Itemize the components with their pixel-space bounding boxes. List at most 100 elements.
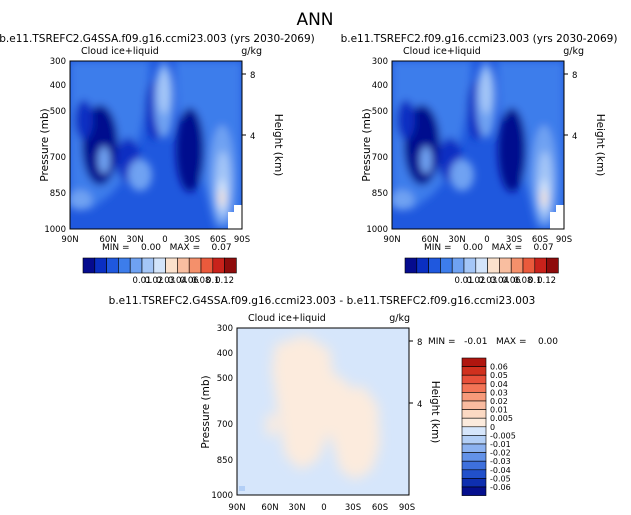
y-tick: 700 [372, 153, 388, 163]
panel-2-units: g/kg [563, 46, 584, 57]
x-tick: 60N [421, 235, 438, 245]
x-tick: 90N [61, 235, 78, 245]
colorbar-swatch [461, 478, 487, 488]
height-tick: 4 [417, 400, 422, 410]
y-tick: 400 [217, 349, 233, 359]
colorbar-swatch [141, 257, 155, 274]
panel-2-field [392, 61, 564, 229]
colorbar-level: 0.06 [502, 276, 521, 286]
colorbar-swatch [461, 357, 487, 367]
colorbar-swatch [463, 257, 477, 274]
y-tick: 850 [217, 456, 233, 466]
y-tick: 300 [372, 57, 388, 67]
colorbar-level: -0.04 [490, 466, 511, 475]
y-tick: 700 [217, 420, 233, 430]
panel-3-y-ticks: 300 400 500 700 850 1000 [211, 324, 233, 501]
panel-1-minmax: MIN = 0.00 MAX = 0.07 [102, 243, 232, 253]
colorbar-level: -0.03 [490, 457, 511, 466]
x-tick: 30N [126, 235, 143, 245]
colorbar-boxes [404, 257, 559, 274]
colorbar-level: 0.12 [537, 276, 556, 286]
panel-2-ylabel-right: Height (km) [594, 114, 606, 177]
colorbar-swatch [153, 257, 166, 274]
y-tick: 850 [50, 189, 66, 199]
colorbar-swatch [461, 383, 487, 393]
x-tick: 30N [288, 503, 305, 513]
x-tick: 30S [506, 235, 522, 245]
colorbar-level: 0.01 [490, 406, 508, 415]
height-tick: 4 [572, 132, 577, 142]
colorbar-level: -0.005 [490, 431, 516, 440]
colorbar-swatch [461, 366, 487, 376]
panel-2-title: b.e11.TSREFC2.f09.g16.ccmi23.003 (yrs 20… [341, 33, 618, 45]
y-tick: 1000 [211, 491, 233, 501]
colorbar-level: 0.04 [490, 276, 509, 286]
colorbar-level: 0.08 [514, 276, 533, 286]
colorbar-level: 0.06 [180, 276, 199, 286]
x-tick: 60N [261, 503, 278, 513]
panel-3-ylabel-right: Height (km) [429, 381, 441, 444]
colorbar-level: 0.06 [490, 363, 508, 372]
colorbar-level: 0.02 [466, 276, 485, 286]
colorbar-level: 0.01 [455, 276, 474, 286]
x-tick: 60S [372, 503, 388, 513]
y-tick: 500 [50, 107, 66, 117]
x-tick: 30N [448, 235, 465, 245]
panel-3-title: b.e11.TSREFC2.G4SSA.f09.g16.ccmi23.003 -… [109, 295, 536, 307]
colorbar-level: -0.02 [490, 449, 511, 458]
colorbar-level: 0.1 [528, 276, 542, 286]
colorbar-level: 0.02 [490, 397, 508, 406]
colorbar-swatch [212, 257, 225, 274]
height-tick: 4 [250, 132, 255, 142]
panel-2-colorbar: 0.010.020.030.040.060.080.10.12 [404, 257, 559, 286]
panel-1-ylabel-right: Height (km) [272, 114, 284, 177]
colorbar-level: 0.12 [215, 276, 234, 286]
x-tick: 90S [556, 235, 572, 245]
colorbar-swatch [428, 257, 441, 274]
colorbar-level: 0.03 [490, 388, 508, 397]
colorbar-swatch [451, 257, 465, 274]
panel-1-ylabel: Pressure (mb) [39, 108, 51, 181]
panel-1-title: b.e11.TSREFC2.G4SSA.f09.g16.ccmi23.003 (… [0, 33, 315, 45]
colorbar-swatch [82, 257, 96, 274]
y-tick: 400 [372, 81, 388, 91]
panel-2: b.e11.TSREFC2.f09.g16.ccmi23.003 (yrs 20… [341, 33, 618, 286]
colorbar-level: 0.03 [156, 276, 175, 286]
height-tick: 8 [572, 71, 577, 81]
panel-3-colorbar: 0.060.050.040.030.020.010.0050-0.005-0.0… [461, 357, 516, 496]
panel-2-frame [391, 60, 565, 230]
colorbar-swatch [522, 257, 536, 274]
colorbar-level: -0.06 [490, 483, 511, 492]
x-tick: 30S [345, 503, 361, 513]
height-tick: 8 [250, 71, 255, 81]
panel-2-variable: Cloud ice+liquid [403, 46, 481, 57]
panel-3-frame [236, 327, 410, 496]
colorbar-swatch [475, 257, 488, 274]
colorbar-level: 0.04 [490, 380, 508, 389]
y-tick: 300 [217, 324, 233, 334]
colorbar-swatch [461, 374, 487, 385]
colorbar-swatch [534, 257, 547, 274]
colorbar-swatch [177, 257, 190, 274]
colorbar-swatch [461, 435, 487, 445]
y-tick: 850 [372, 189, 388, 199]
colorbar-swatch [416, 257, 429, 274]
colorbar-swatch [499, 257, 512, 274]
y-tick: 700 [50, 153, 66, 163]
panel-1-frame [69, 60, 243, 230]
colorbar-level: -0.05 [490, 474, 511, 483]
panel-2-minmax: MIN = 0.00 MAX = 0.07 [424, 243, 554, 253]
colorbar-level: 0.02 [144, 276, 163, 286]
figure-title: ANN [296, 10, 333, 30]
colorbar-level: 0.1 [206, 276, 220, 286]
y-tick: 300 [50, 57, 66, 67]
colorbar-swatch [404, 257, 418, 274]
x-tick: 0 [321, 503, 326, 513]
colorbar-swatch [461, 460, 487, 471]
colorbar-swatch [461, 426, 487, 436]
colorbar-swatch [188, 257, 202, 274]
colorbar-swatch [165, 257, 178, 274]
y-tick: 1000 [44, 225, 66, 235]
panel-2-y-ticks: 300 400 500 700 850 1000 [366, 57, 388, 235]
colorbar-swatch [461, 400, 487, 410]
